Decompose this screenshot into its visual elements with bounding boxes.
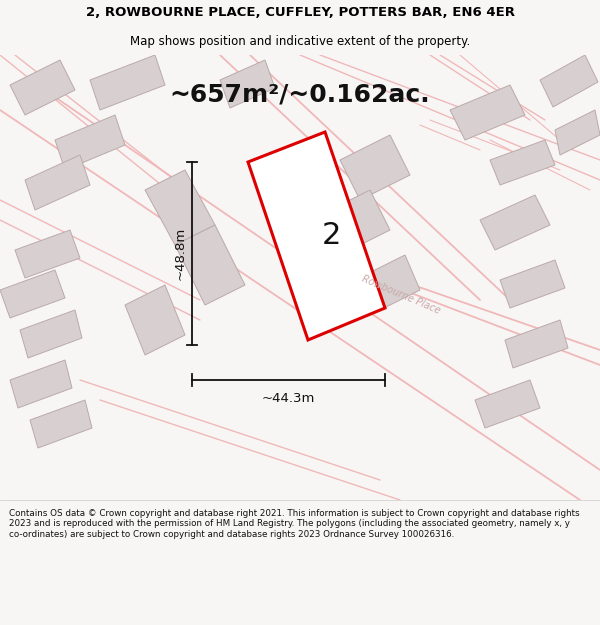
Polygon shape [480,195,550,250]
Polygon shape [220,60,275,108]
Polygon shape [248,132,385,340]
Polygon shape [90,55,165,110]
Polygon shape [30,400,92,448]
Polygon shape [555,110,600,155]
Text: ~657m²/~0.162ac.: ~657m²/~0.162ac. [170,83,430,107]
Text: Map shows position and indicative extent of the property.: Map shows position and indicative extent… [130,35,470,48]
Text: Contains OS data © Crown copyright and database right 2021. This information is : Contains OS data © Crown copyright and d… [9,509,580,539]
Text: 2: 2 [322,221,341,250]
Polygon shape [505,320,568,368]
Polygon shape [340,135,410,200]
Polygon shape [125,285,185,355]
Polygon shape [450,85,525,140]
Polygon shape [175,225,245,305]
Polygon shape [0,270,65,318]
Polygon shape [490,140,555,185]
Polygon shape [55,115,125,170]
Text: 2, ROWBOURNE PLACE, CUFFLEY, POTTERS BAR, EN6 4ER: 2, ROWBOURNE PLACE, CUFFLEY, POTTERS BAR… [86,6,515,19]
Text: Rowbourne Place: Rowbourne Place [360,274,442,316]
Polygon shape [320,190,390,255]
Text: ~48.8m: ~48.8m [173,227,187,280]
Polygon shape [540,55,598,107]
Polygon shape [20,310,82,358]
Polygon shape [10,360,72,408]
Polygon shape [475,380,540,428]
Polygon shape [15,230,80,278]
Polygon shape [25,155,90,210]
Text: ~44.3m: ~44.3m [262,391,315,404]
Polygon shape [10,60,75,115]
Polygon shape [500,260,565,308]
Polygon shape [355,255,420,315]
Polygon shape [145,170,215,245]
